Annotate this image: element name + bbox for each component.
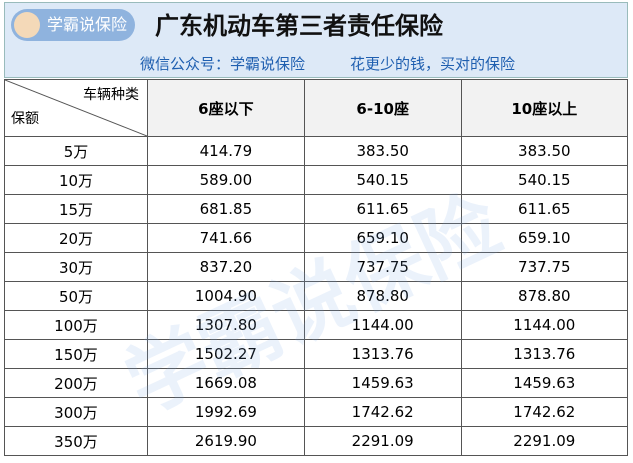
cell: 2619.90 (147, 426, 305, 456)
row-header: 10万 (4, 165, 148, 195)
row: 20万 741.66 659.10 659.10 (4, 223, 629, 253)
corner-cell: 车辆种类 保额 (4, 79, 148, 137)
cell: 837.20 (147, 252, 305, 282)
cell: 540.15 (303, 165, 462, 195)
cell: 878.80 (303, 281, 462, 311)
corner-bottom: 保额 (11, 111, 39, 127)
cell: 383.50 (460, 136, 629, 166)
cell: 1313.76 (460, 339, 629, 369)
cell: 1144.00 (460, 310, 629, 340)
cell: 1742.62 (460, 397, 629, 427)
row-header: 5万 (4, 136, 148, 166)
cell: 1459.63 (460, 368, 629, 398)
cell: 611.65 (460, 194, 629, 224)
cell: 1144.00 (303, 310, 462, 340)
table: 车辆种类 保额 6座以下 6-10座 10座以上 5万 414.79 383.50 383.… (4, 79, 629, 456)
row: 200万 1669.08 1459.63 1459.63 (4, 368, 629, 398)
column-header: 10座以上 (460, 79, 629, 137)
cell: 681.85 (147, 194, 305, 224)
cell: 878.80 (460, 281, 629, 311)
cell: 383.50 (303, 136, 462, 166)
cell: 540.15 (460, 165, 629, 195)
table-body: 5万 414.79 383.50 383.50 10万 589.00 540.15 540.1… (4, 136, 629, 456)
logo: 学霸说保险 (11, 9, 136, 41)
cell: 1502.27 (147, 339, 305, 369)
cell: 589.00 (147, 165, 305, 195)
title: 广东机动车第三者责任保险 (155, 12, 443, 40)
subtitle: 花更少的钱，买对的保险 (350, 55, 516, 73)
cell: 659.10 (303, 223, 462, 253)
row: 15万 681.85 611.65 611.65 (4, 194, 629, 224)
row: 50万 1004.90 878.80 878.80 (4, 281, 629, 311)
header: 学霸说保险 广东机动车第三者责任保险 微信公众号：学霸说保险 花更少的钱，买对的… (4, 2, 628, 78)
cell: 1742.62 (303, 397, 462, 427)
table-head: 车辆种类 保额 6座以下 6-10座 10座以上 (4, 79, 629, 137)
row: 300万 1992.69 1742.62 1742.62 (4, 397, 629, 427)
row: 350万 2619.90 2291.09 2291.09 (4, 426, 629, 456)
row-header: 100万 (4, 310, 148, 340)
cell: 737.75 (303, 252, 462, 282)
row-header: 200万 (4, 368, 148, 398)
row-header: 20万 (4, 223, 148, 253)
subtitle: 微信公众号：学霸说保险 (140, 55, 306, 73)
row-header: 50万 (4, 281, 148, 311)
row: 150万 1502.27 1313.76 1313.76 (4, 339, 629, 369)
cell: 1307.80 (147, 310, 305, 340)
row: 30万 837.20 737.75 737.75 (4, 252, 629, 282)
column-header: 6座以下 (147, 79, 305, 137)
corner-top: 车辆种类 (83, 87, 139, 103)
cell: 741.66 (147, 223, 305, 253)
cell: 1992.69 (147, 397, 305, 427)
row: 100万 1307.80 1144.00 1144.00 (4, 310, 629, 340)
cell: 1459.63 (303, 368, 462, 398)
row-header: 30万 (4, 252, 148, 282)
diagonal (5, 80, 147, 136)
cell: 1313.76 (303, 339, 462, 369)
column-header: 6-10座 (303, 79, 462, 137)
cell: 2291.09 (460, 426, 629, 456)
row-header: 300万 (4, 397, 148, 427)
cell: 1004.90 (147, 281, 305, 311)
row: 10万 589.00 540.15 540.15 (4, 165, 629, 195)
row-header: 150万 (4, 339, 148, 369)
header-row: 车辆种类 保额 6座以下 6-10座 10座以上 (4, 79, 629, 137)
cell: 737.75 (460, 252, 629, 282)
cell: 1669.08 (147, 368, 305, 398)
cell: 2291.09 (303, 426, 462, 456)
row-header: 15万 (4, 194, 148, 224)
cell: 414.79 (147, 136, 305, 166)
cell: 611.65 (303, 194, 462, 224)
row: 5万 414.79 383.50 383.50 (4, 136, 629, 166)
row-header: 350万 (4, 426, 148, 456)
cell: 659.10 (460, 223, 629, 253)
